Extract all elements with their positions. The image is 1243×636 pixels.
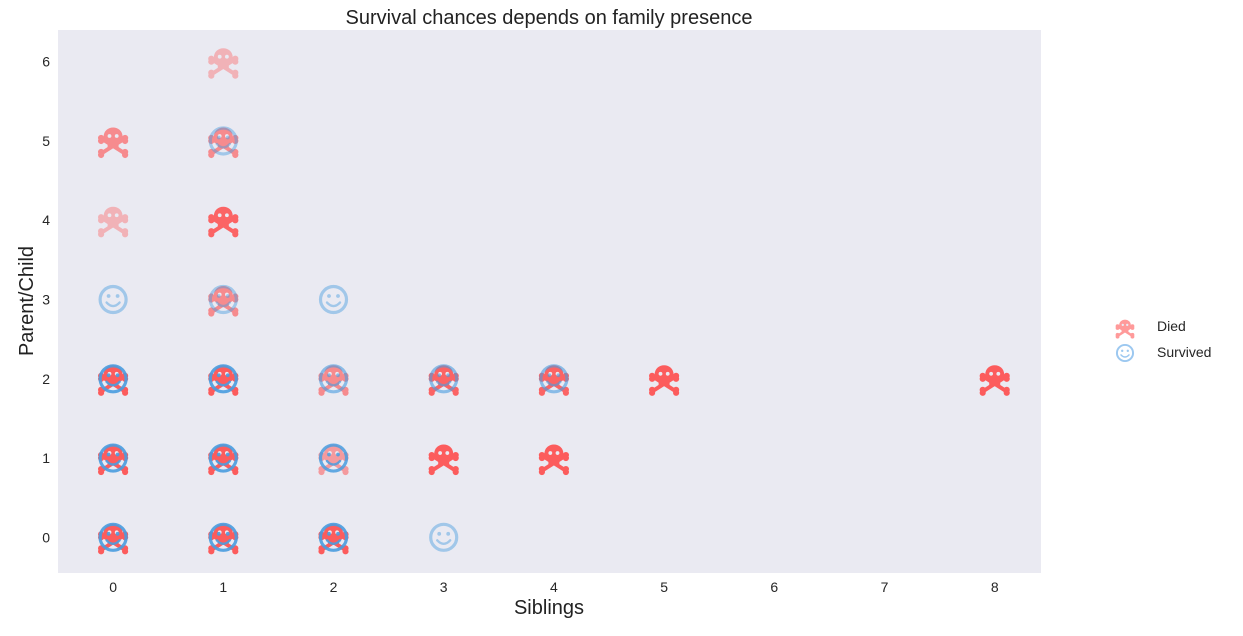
plot-area (58, 30, 1041, 573)
x-tick-label: 2 (330, 579, 338, 595)
y-tick-label: 2 (42, 371, 50, 387)
legend-label-survived: Survived (1157, 344, 1211, 360)
chart-title: Survival chances depends on family prese… (346, 7, 753, 29)
y-axis-label: Parent/Child (16, 246, 38, 356)
y-tick-label: 4 (42, 212, 50, 228)
x-tick-label: 3 (440, 579, 448, 595)
x-tick-label: 7 (881, 579, 889, 595)
x-tick-label: 8 (991, 579, 999, 595)
x-tick-label: 1 (219, 579, 227, 595)
x-axis-label: Siblings (514, 597, 584, 619)
legend-survived-icon (1115, 343, 1135, 363)
legend-label-died: Died (1157, 318, 1186, 334)
x-tick-label: 0 (109, 579, 117, 595)
y-tick-label: 0 (42, 529, 50, 545)
y-tick-label: 3 (42, 292, 50, 308)
y-tick-label: 6 (42, 54, 50, 70)
y-tick-label: 5 (42, 133, 50, 149)
y-tick-label: 1 (42, 450, 50, 466)
legend-died-icon (1114, 318, 1136, 340)
x-tick-label: 5 (660, 579, 668, 595)
legend: Died Survived (1114, 318, 1211, 363)
x-tick-label: 4 (550, 579, 558, 595)
x-tick-label: 6 (770, 579, 778, 595)
